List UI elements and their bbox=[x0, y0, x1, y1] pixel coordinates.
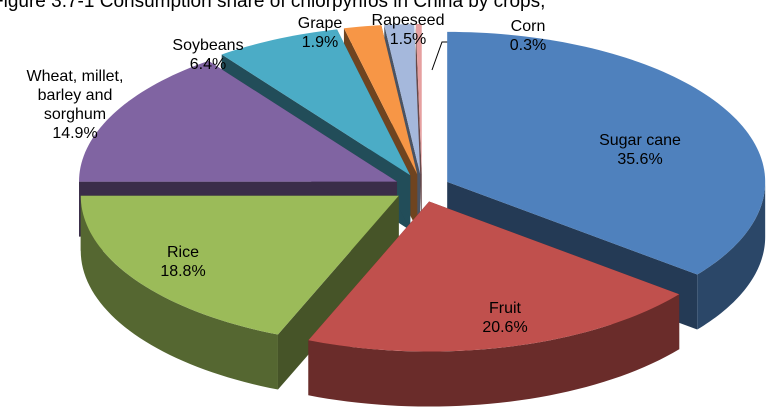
slice-label: Wheat, millet, barley and sorghum 14.9% bbox=[10, 67, 140, 143]
slice-wall bbox=[697, 181, 766, 330]
value-label: 6.4% bbox=[189, 56, 227, 73]
slice-wall bbox=[80, 195, 278, 390]
category-label: Wheat, millet, barley and sorghum bbox=[26, 68, 124, 123]
pie-slice bbox=[80, 195, 399, 335]
slice-label: Corn 0.3% bbox=[498, 17, 558, 55]
category-label: Fruit bbox=[489, 300, 521, 317]
value-label: 0.3% bbox=[509, 37, 547, 54]
slice-label: Rapeseed 1.5% bbox=[363, 11, 453, 49]
category-label: Grape bbox=[297, 15, 343, 32]
value-label: 14.9% bbox=[52, 125, 98, 142]
pie-slice bbox=[343, 25, 418, 175]
value-label: 35.6% bbox=[617, 151, 663, 168]
slice-group bbox=[415, 24, 422, 230]
slice-label: Sugar cane 35.6% bbox=[570, 131, 710, 169]
slice-side bbox=[415, 24, 422, 230]
slice-group bbox=[80, 195, 399, 390]
slice-label: Fruit 20.6% bbox=[455, 299, 555, 337]
slice-label: Soybeans 6.4% bbox=[153, 36, 263, 74]
pie-slice bbox=[79, 60, 398, 182]
slice-wall bbox=[308, 294, 680, 407]
category-label: Rapeseed bbox=[371, 12, 445, 29]
value-label: 1.9% bbox=[301, 34, 339, 51]
category-label: Soybeans bbox=[172, 37, 244, 54]
category-label: Sugar cane bbox=[599, 132, 681, 149]
value-label: 1.5% bbox=[389, 31, 427, 48]
pie-slice bbox=[447, 31, 766, 275]
pie-slice bbox=[384, 24, 421, 175]
value-label: 20.6% bbox=[482, 319, 528, 336]
slice-label: Rice 18.8% bbox=[133, 243, 233, 281]
pie-slice bbox=[415, 24, 422, 175]
value-label: 18.8% bbox=[160, 263, 206, 280]
slice-label: Grape 1.9% bbox=[285, 14, 355, 52]
category-label: Corn bbox=[510, 18, 546, 35]
slice-group bbox=[308, 201, 680, 407]
category-label: Rice bbox=[166, 244, 199, 261]
pie-slice bbox=[221, 29, 411, 176]
pie-slice bbox=[308, 201, 680, 352]
chart-title: Figure 3.7-1 Consumption share of chlorp… bbox=[0, 0, 546, 12]
